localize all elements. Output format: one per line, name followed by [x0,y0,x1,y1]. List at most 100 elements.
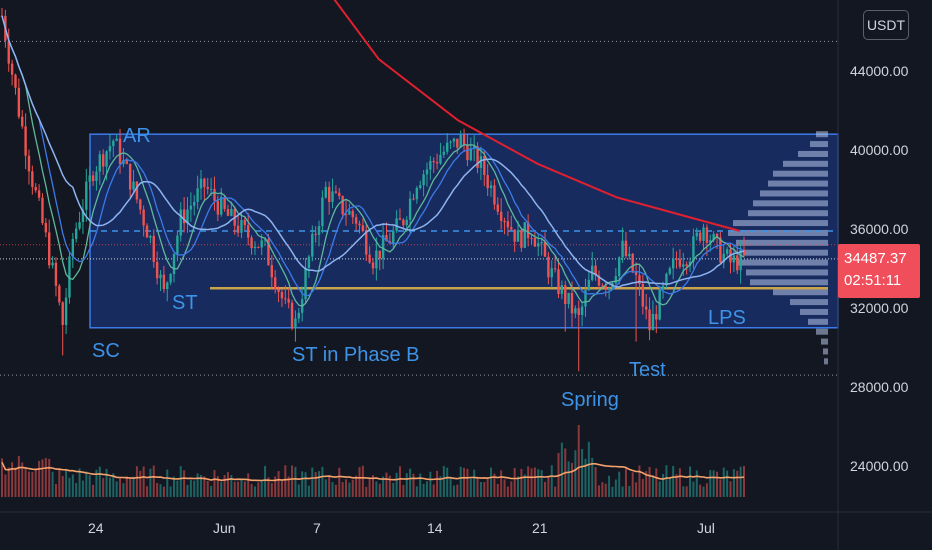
candle-body-190 [641,283,645,307]
candle-body-37 [125,160,128,164]
volume-ma-line [1,461,745,482]
currency-selector[interactable]: USDT [863,10,909,40]
candle-body-116 [392,230,395,244]
volume-bar-106 [358,467,361,497]
ma-short-line [1,15,745,308]
candle-body-44 [149,235,152,238]
candle-body-112 [378,250,381,259]
candle-body-13 [44,222,48,233]
volume-bar-3 [11,462,14,497]
volume-bar-192 [648,467,651,497]
candle-body-26 [88,175,91,182]
candle-body-174 [587,279,591,291]
candle-body-187 [631,253,634,272]
volume-bar-40 [135,466,138,497]
candle-body-117 [395,218,398,231]
candle-body-167 [564,285,567,305]
candle-body-56 [189,205,193,210]
candle-body-214 [722,253,725,263]
volume-bar-9 [31,471,34,497]
volume-bar-164 [554,486,557,497]
candle-body-72 [243,219,247,226]
volume-bar-88 [297,484,300,497]
volume-bar-156 [527,466,530,497]
time-axis[interactable]: 24 Jun 7 14 21 Jul [88,520,715,536]
candle-body-168 [567,292,570,305]
profile-bar-18 [800,308,828,315]
candle-body-39 [132,181,135,190]
volume-bar-142 [479,481,482,497]
candle-body-51 [172,253,176,275]
volume-bar-64 [216,476,219,497]
volume-bar-89 [301,471,304,497]
candle-body-38 [128,163,132,190]
candle-body-88 [297,312,300,319]
volume-bar-209 [705,483,708,497]
volume-bar-193 [651,475,654,497]
candle-body-135 [456,138,459,148]
candle-body-191 [644,306,648,310]
candle-body-155 [523,222,526,248]
profile-bar-2 [798,150,828,157]
volume-bar-109 [368,477,371,497]
volume-bar-93 [314,472,317,497]
volume-bar-87 [294,466,297,497]
candle-body-36 [122,160,125,165]
volume-bar-159 [537,469,540,497]
candle-body-30 [101,154,105,167]
candle-body-77 [260,240,263,248]
volume-bar-217 [732,469,735,497]
volume-bar-125 [422,483,425,497]
candle-body-84 [284,298,287,300]
volume-bar-99 [334,484,337,497]
volume-bar-68 [230,475,233,497]
volume-bar-211 [712,470,715,497]
candle-body-46 [155,261,159,279]
volume-bar-186 [628,485,631,497]
candle-body-189 [638,275,641,284]
volume-bar-65 [220,481,223,497]
candle-body-153 [516,230,520,242]
candle-body-85 [287,298,290,303]
x-tick-label-3: 7 [313,520,321,536]
volume-bar-30 [102,478,105,497]
candle-body-11 [37,190,41,198]
candle-body-97 [327,186,331,202]
candle-body-63 [213,188,216,201]
candle-body-33 [112,140,115,147]
price-axis[interactable]: 44000.00 40000.00 36000.00 32000.00 28000.00… [850,63,909,474]
candle-body-132 [446,142,449,152]
candle-body-151 [510,227,513,230]
candle-body-152 [513,229,516,242]
volume-bar-91 [307,485,310,497]
candle-body-32 [108,146,112,152]
candle-body-99 [334,191,338,193]
candle-body-202 [682,264,685,267]
volume-bar-98 [331,482,334,497]
volume-bar-22 [75,482,78,497]
y-tick-label-3: 32000.00 [850,300,909,316]
candle-body-8 [27,155,31,172]
candle-body-177 [597,275,601,286]
candle-body-21 [71,238,75,257]
volume-bar-57 [193,480,196,497]
candle-body-43 [145,225,149,238]
x-tick-label-2: Jun [213,520,236,536]
volume-bar-200 [675,474,678,497]
candle-body-31 [105,151,108,167]
candle-body-194 [655,313,658,320]
candle-body-82 [277,289,280,292]
candle-body-156 [526,222,530,238]
candle-body-16 [54,262,58,286]
candle-body-110 [371,262,375,269]
volume-bar-110 [372,475,374,497]
candle-body-142 [479,156,483,168]
volume-bar-39 [132,476,135,497]
volume-bar-71 [240,478,243,497]
volume-bar-134 [452,485,455,497]
candle-body-65 [220,196,223,215]
volume-bar-6 [21,462,24,497]
profile-bar-4 [773,170,828,177]
profile-bar-12 [743,249,828,256]
